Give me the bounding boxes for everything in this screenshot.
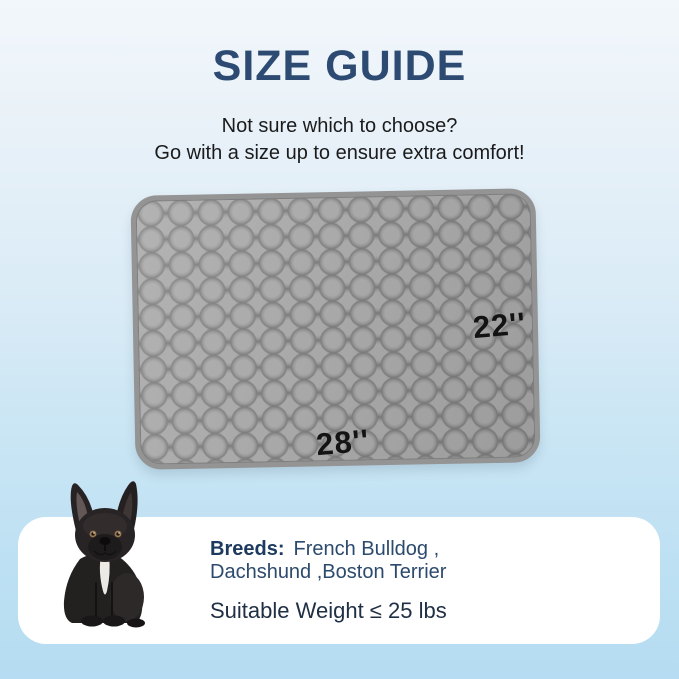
french-bulldog-graphic xyxy=(63,481,145,628)
info-card-text: Breeds: French Bulldog , Dachshund ,Bosto… xyxy=(210,538,447,624)
breeds-line-1: Breeds: French Bulldog , xyxy=(210,538,447,561)
subtitle-line-1: Not sure which to choose? xyxy=(221,115,458,137)
breeds-value-line-2: Dachshund ,Boston Terrier xyxy=(210,561,447,583)
weight-text: Suitable Weight ≤ 25 lbs xyxy=(210,598,447,623)
subtitle: Not sure which to choose? Go with a size… xyxy=(0,113,679,167)
subtitle-line-2: Go with a size up to ensure extra comfor… xyxy=(154,142,525,164)
page-title: SIZE GUIDE xyxy=(212,42,467,90)
cooling-mat-image: 22'' 28'' xyxy=(130,188,541,470)
mat-width-label: 28'' xyxy=(314,422,371,463)
breeds-value-line-1: French Bulldog , xyxy=(293,538,440,560)
mat-depth-label: 22'' xyxy=(471,305,528,346)
breeds-label: Breeds: xyxy=(210,538,285,560)
french-bulldog-image xyxy=(56,479,150,629)
